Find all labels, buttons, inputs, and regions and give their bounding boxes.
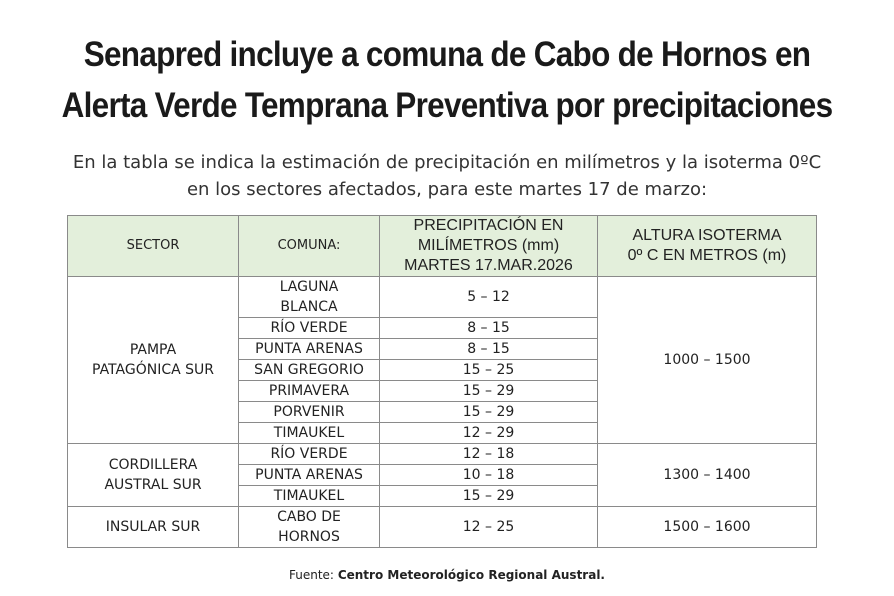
header-isotherm-line: ALTURA ISOTERMA (632, 227, 782, 244)
sector-cell: CORDILLERA AUSTRAL SUR (67, 443, 239, 507)
isotherm-cell: 1500 – 1600 (597, 506, 817, 548)
table-row: CORDILLERA AUSTRAL SUR RÍO VERDE 12 – 18… (67, 443, 817, 507)
comuna-name-line: HORNOS (278, 529, 340, 545)
header-precipitation-line: MARTES 17.MAR.2026 (404, 257, 573, 274)
precipitation-cell: 12 – 25 (379, 506, 598, 548)
headline-line-1: Senapred incluye a comuna de Cabo de Hor… (83, 35, 811, 74)
precipitation-table: SECTOR COMUNA: PRECIPITACIÓN EN MILÍMETR… (67, 215, 817, 548)
intro-line-2: en los sectores afectados, para este mar… (186, 179, 708, 200)
precipitation-cell: 10 – 18 (379, 464, 598, 486)
table-row: SAN GREGORIO 15 – 25 (68, 359, 817, 381)
comuna-name-line: BLANCA (280, 299, 338, 315)
precipitation-cell: 5 – 12 (379, 276, 598, 318)
sector-name-line: PAMPA (129, 342, 177, 358)
precipitation-cell: 15 – 25 (379, 359, 598, 381)
source-name: Centro Meteorológico Regional Austral. (337, 568, 605, 582)
comuna-cell: PRIMAVERA (238, 380, 380, 402)
table-row: TIMAUKEL 15 – 29 (68, 485, 817, 507)
sector-cell: INSULAR SUR (67, 506, 239, 548)
comuna-cell: RÍO VERDE (238, 443, 380, 465)
header-precipitation-line: PRECIPITACIÓN EN (413, 217, 564, 234)
comuna-cell: PUNTA ARENAS (238, 464, 380, 486)
sector-name-line: PATAGÓNICA SUR (92, 362, 214, 378)
header-precipitation: PRECIPITACIÓN EN MILÍMETROS (mm) MARTES … (379, 215, 598, 277)
table-row: PAMPA PATAGÓNICA SUR LAGUNA BLANCA 5 – 1… (67, 276, 817, 444)
precipitation-cell: 8 – 15 (379, 338, 598, 360)
precipitation-cell: 15 – 29 (379, 485, 598, 507)
comuna-cell: PUNTA ARENAS (238, 338, 380, 360)
precipitation-cell: 8 – 15 (379, 317, 598, 339)
sector-name-line: CORDILLERA (108, 457, 198, 473)
precipitation-cell: 15 – 29 (379, 401, 598, 423)
table-row: PORVENIR 15 – 29 (68, 401, 817, 423)
sector-name-line: AUSTRAL SUR (104, 477, 202, 493)
comuna-cell: LAGUNA BLANCA (238, 276, 380, 318)
sector-cell: PAMPA PATAGÓNICA SUR (67, 276, 239, 444)
comuna-cell: TIMAUKEL (238, 485, 380, 507)
precipitation-cell: 12 – 29 (379, 422, 598, 444)
table-row: PUNTA ARENAS 10 – 18 (68, 464, 817, 486)
source-label: Fuente: (289, 568, 334, 582)
header-sector: SECTOR (67, 215, 239, 277)
isotherm-cell: 1300 – 1400 (597, 443, 817, 507)
header-precipitation-line: MILÍMETROS (mm) (417, 237, 560, 254)
comuna-cell: CABO DE HORNOS (238, 506, 380, 548)
comuna-cell: RÍO VERDE (238, 317, 380, 339)
table-header-row: SECTOR COMUNA: PRECIPITACIÓN EN MILÍMETR… (67, 215, 817, 277)
header-isotherm: ALTURA ISOTERMA 0º C EN METROS (m) (597, 215, 817, 277)
intro-line-1: En la tabla se indica la estimación de p… (72, 152, 822, 173)
precipitation-cell: 12 – 18 (379, 443, 598, 465)
headline-line-2: Alerta Verde Temprana Preventiva por pre… (61, 86, 834, 125)
comuna-cell: PORVENIR (238, 401, 380, 423)
table-row: INSULAR SUR CABO DE HORNOS 12 – 25 1500 … (67, 506, 817, 548)
precipitation-cell: 15 – 29 (379, 380, 598, 402)
header-isotherm-line: 0º C EN METROS (m) (627, 247, 787, 264)
header-comuna: COMUNA: (238, 215, 380, 277)
comuna-name-line: LAGUNA (279, 279, 339, 295)
comuna-name-line: CABO DE (277, 509, 341, 525)
comuna-cell: SAN GREGORIO (238, 359, 380, 381)
comuna-cell: TIMAUKEL (238, 422, 380, 444)
isotherm-cell: 1000 – 1500 (597, 276, 817, 444)
source-note: Fuente: Centro Meteorológico Regional Au… (0, 568, 894, 582)
